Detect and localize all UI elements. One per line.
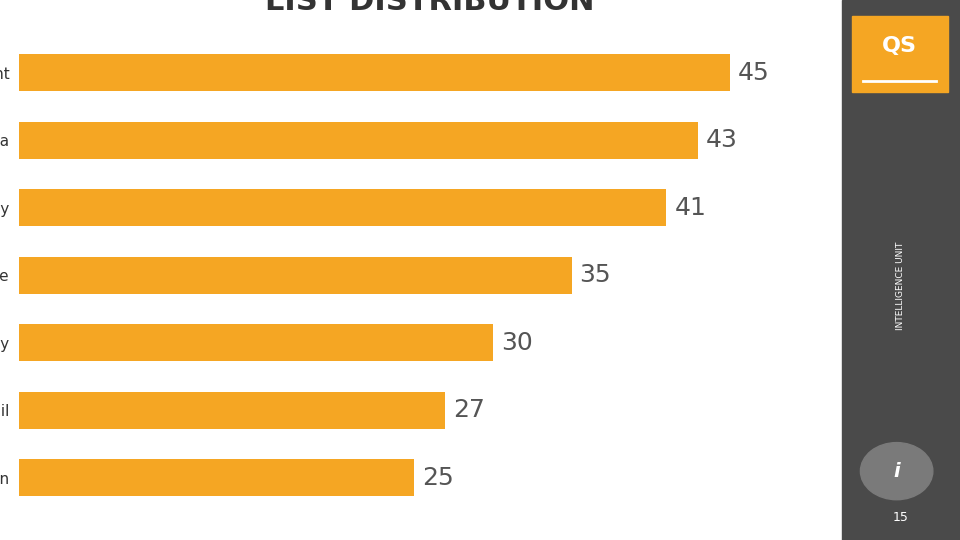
Text: 43: 43	[706, 129, 737, 152]
Text: QS: QS	[882, 36, 917, 56]
Bar	[19, 392, 445, 429]
Text: INTELLIGENCE UNIT: INTELLIGENCE UNIT	[896, 242, 905, 330]
Text: 15: 15	[893, 511, 908, 524]
Bar	[19, 190, 666, 226]
Bar	[19, 460, 414, 496]
Text: 27: 27	[453, 399, 485, 422]
Text: 41: 41	[674, 196, 707, 220]
Text: 45: 45	[737, 61, 769, 85]
Text: 30: 30	[500, 331, 533, 355]
Bar	[19, 257, 571, 294]
Bar	[19, 122, 698, 159]
Text: 25: 25	[421, 466, 453, 490]
Bar	[19, 55, 730, 91]
Circle shape	[860, 443, 933, 500]
Text: 35: 35	[580, 264, 612, 287]
Text: i: i	[894, 462, 900, 481]
Title: LIST DISTRIBUTION: LIST DISTRIBUTION	[265, 0, 594, 16]
Bar	[19, 325, 492, 361]
